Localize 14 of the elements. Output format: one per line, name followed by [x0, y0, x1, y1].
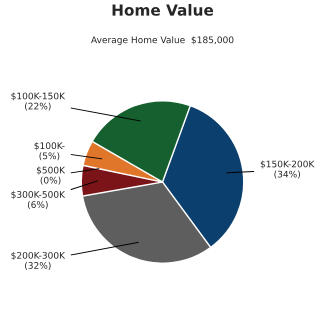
chart-subtitle: Average Home Value $185,000 — [91, 36, 234, 45]
chart-title: Home Value — [112, 4, 214, 16]
data-label: (34%) — [274, 170, 300, 179]
slice-label: $300K-500K — [11, 190, 66, 200]
slice-label: $150K-200K — [260, 160, 315, 169]
data-label: (6%) — [28, 201, 48, 210]
slice-label: $100K- — [34, 142, 65, 150]
data-label: (5%) — [39, 152, 60, 160]
data-label: (32%) — [25, 262, 51, 270]
data-label: (22%) — [25, 102, 51, 111]
slice-label: $100K-150K — [11, 92, 66, 101]
legend-label: $500K — [36, 166, 66, 175]
slice-label: $200K-300K — [11, 252, 66, 260]
text: (0%) — [40, 176, 60, 185]
